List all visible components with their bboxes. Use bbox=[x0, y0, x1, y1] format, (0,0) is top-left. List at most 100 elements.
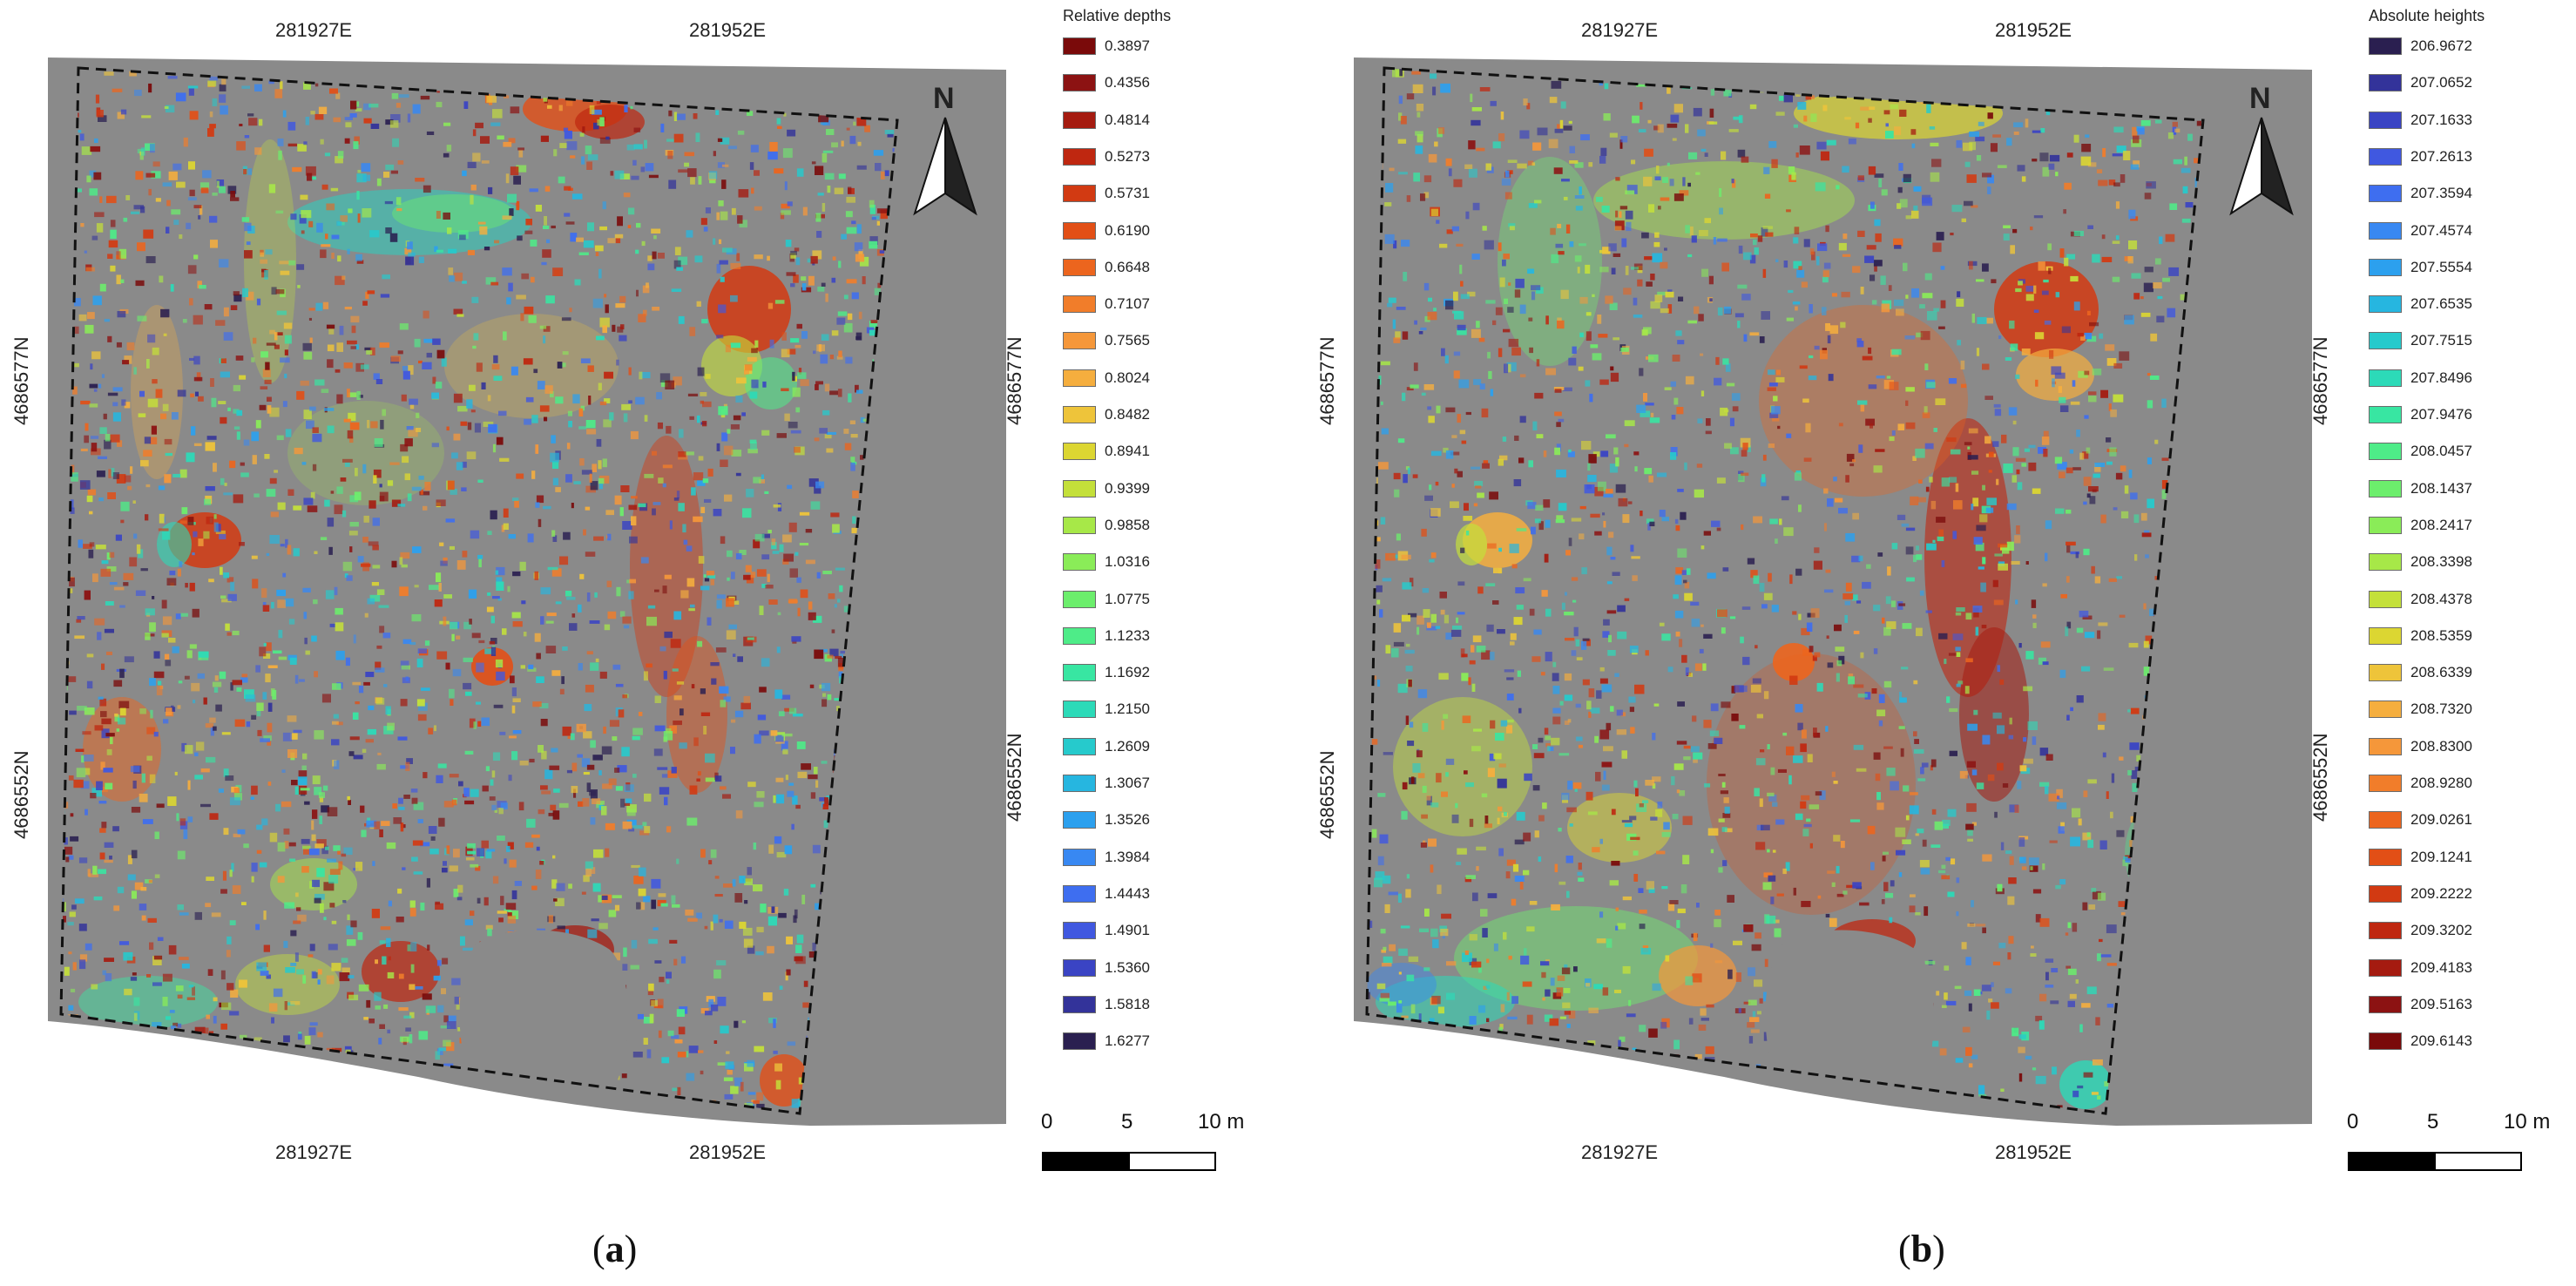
legend-label: 208.9280 bbox=[2410, 775, 2472, 791]
legend-label: 207.6535 bbox=[2410, 295, 2472, 313]
legend-item: 0.4814 bbox=[1063, 111, 1150, 129]
scale-segment-black bbox=[1042, 1152, 1130, 1171]
legend-swatch bbox=[1063, 479, 1096, 497]
legend-label: 209.0261 bbox=[2410, 811, 2472, 829]
legend-swatch bbox=[1063, 406, 1096, 423]
legend-label: 208.5359 bbox=[2410, 626, 2472, 644]
legend-swatch bbox=[1063, 221, 1096, 240]
legend-swatch bbox=[1063, 185, 1096, 203]
legend-label: 0.9399 bbox=[1105, 479, 1150, 497]
legend-label: 208.0457 bbox=[2410, 443, 2472, 460]
legend-swatch bbox=[2369, 737, 2402, 755]
scale-mid: 5 bbox=[1121, 1110, 1133, 1134]
legend-item: 1.1233 bbox=[1063, 626, 1150, 645]
legend-items: 206.9672 207.0652 207.1633 207.2613 207.3594… bbox=[2369, 37, 2485, 1069]
legend-relative-depths: Relative depths 0.3897 0.4356 0.4814 0.5273… bbox=[1063, 7, 1171, 1069]
legend-label: 0.5273 bbox=[1105, 147, 1150, 165]
legend-swatch bbox=[1063, 775, 1096, 792]
legend-swatch bbox=[2369, 147, 2402, 166]
legend-label: 208.2417 bbox=[2410, 516, 2472, 533]
legend-label: 207.8496 bbox=[2410, 369, 2472, 386]
legend-item: 209.6143 bbox=[2369, 1032, 2472, 1051]
legend-label: 1.2150 bbox=[1105, 701, 1150, 718]
legend-swatch bbox=[2369, 626, 2402, 645]
legend-label: 207.7515 bbox=[2410, 332, 2472, 349]
legend-item: 0.8941 bbox=[1063, 443, 1150, 461]
legend-label: 0.8024 bbox=[1105, 369, 1150, 386]
legend-label: 209.1241 bbox=[2410, 848, 2472, 865]
legend-swatch bbox=[2369, 369, 2402, 387]
legend-label: 0.5731 bbox=[1105, 185, 1150, 202]
legend-label: 1.0316 bbox=[1105, 553, 1150, 571]
legend-item: 1.2609 bbox=[1063, 737, 1150, 755]
legend-swatch bbox=[1063, 553, 1096, 572]
survey-boundary bbox=[1365, 66, 2205, 1115]
legend-item: 0.3897 bbox=[1063, 37, 1150, 55]
legend-item: 209.2222 bbox=[2369, 884, 2472, 903]
legend-swatch bbox=[2369, 332, 2402, 350]
legend-label: 1.6277 bbox=[1105, 1032, 1150, 1050]
legend-swatch bbox=[2369, 74, 2402, 92]
legend-swatch bbox=[1063, 37, 1096, 55]
legend-label: 1.2609 bbox=[1105, 737, 1150, 755]
coord-left-upper: 4686577N bbox=[10, 336, 32, 425]
legend-swatch bbox=[1063, 332, 1096, 350]
legend-label: 207.5554 bbox=[2410, 258, 2472, 275]
legend-label: 1.0775 bbox=[1105, 590, 1150, 607]
legend-item: 207.2613 bbox=[2369, 147, 2472, 166]
north-arrow-icon bbox=[2229, 117, 2294, 216]
legend-label: 1.3067 bbox=[1105, 775, 1150, 791]
legend-swatch bbox=[1063, 147, 1096, 166]
legend-title: Absolute heights bbox=[2369, 7, 2485, 24]
height-raster bbox=[1367, 68, 2203, 1113]
legend-label: 1.5818 bbox=[1105, 995, 1150, 1012]
legend-swatch bbox=[2369, 258, 2402, 276]
legend-swatch bbox=[2369, 516, 2402, 534]
legend-label: 206.9672 bbox=[2410, 37, 2472, 54]
legend-item: 206.9672 bbox=[2369, 37, 2472, 55]
legend-swatch bbox=[1063, 922, 1096, 940]
scale-zero: 0 bbox=[1041, 1110, 1053, 1134]
scale-bar: 0 5 10 m bbox=[2347, 1107, 2550, 1176]
legend-item: 1.0775 bbox=[1063, 590, 1150, 608]
panel-caption-b: (b) bbox=[1898, 1228, 1945, 1270]
legend-swatch bbox=[1063, 884, 1096, 903]
legend-swatch bbox=[2369, 590, 2402, 608]
legend-label: 208.1437 bbox=[2410, 479, 2472, 497]
coord-left-upper: 4686577N bbox=[1316, 336, 1338, 425]
legend-label: 208.8300 bbox=[2410, 737, 2472, 755]
legend-swatch bbox=[1063, 848, 1096, 866]
legend-label: 207.3594 bbox=[2410, 185, 2472, 202]
legend-swatch bbox=[1063, 1032, 1096, 1051]
scale-bar: 0 5 10 m bbox=[1041, 1107, 1244, 1176]
legend-label: 208.4378 bbox=[2410, 590, 2472, 607]
legend-item: 0.6648 bbox=[1063, 258, 1150, 276]
legend-item: 0.9399 bbox=[1063, 479, 1150, 497]
coord-top-right: 281952E bbox=[1995, 19, 2072, 41]
legend-swatch bbox=[2369, 664, 2402, 682]
north-label: N bbox=[2249, 82, 2271, 115]
void-area bbox=[1765, 930, 1935, 1095]
legend-title: Relative depths bbox=[1063, 7, 1172, 24]
legend-item: 208.3398 bbox=[2369, 553, 2472, 572]
legend-swatch bbox=[2369, 479, 2402, 497]
legend-swatch bbox=[2369, 111, 2402, 129]
legend-label: 207.0652 bbox=[2410, 74, 2472, 91]
legend-item: 208.0457 bbox=[2369, 443, 2472, 461]
legend-swatch bbox=[1063, 664, 1096, 682]
legend-swatch bbox=[2369, 221, 2402, 240]
void-area bbox=[459, 930, 629, 1095]
legend-swatch bbox=[1063, 369, 1096, 387]
coord-top-left: 281927E bbox=[275, 19, 353, 41]
legend-item: 209.4183 bbox=[2369, 958, 2472, 977]
coord-top-right: 281952E bbox=[689, 19, 767, 41]
legend-swatch bbox=[2369, 37, 2402, 55]
legend-item: 207.7515 bbox=[2369, 332, 2472, 350]
coord-bottom-right: 281952E bbox=[689, 1141, 767, 1163]
legend-label: 0.6648 bbox=[1105, 258, 1150, 275]
scale-segment-white bbox=[1128, 1152, 1216, 1171]
coord-left-lower: 4686552N bbox=[1316, 750, 1338, 839]
legend-label: 207.4574 bbox=[2410, 221, 2472, 239]
legend-swatch bbox=[1063, 701, 1096, 719]
legend-item: 209.5163 bbox=[2369, 995, 2472, 1013]
